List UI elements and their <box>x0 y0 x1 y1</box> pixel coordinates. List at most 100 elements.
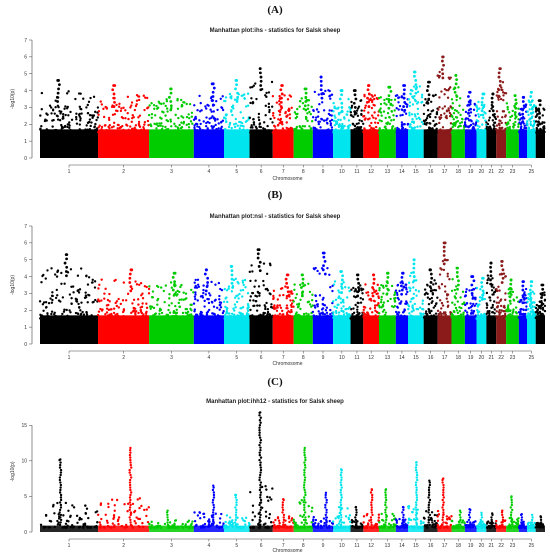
snp-point <box>58 476 62 479</box>
snp-point <box>59 493 63 497</box>
snp-point <box>346 296 349 299</box>
snp-point <box>451 278 454 281</box>
snp-band-chr-20 <box>476 315 487 344</box>
snp-point <box>480 281 484 284</box>
snp-point <box>258 518 261 522</box>
snp-point <box>129 493 132 497</box>
snp-point <box>129 130 132 133</box>
snp-point <box>325 511 328 514</box>
snp-point <box>470 292 474 295</box>
snp-point <box>396 316 399 319</box>
snp-point <box>489 265 492 269</box>
snp-point <box>471 127 474 130</box>
snp-point <box>129 518 132 522</box>
snp-point <box>235 300 239 304</box>
snp-point <box>298 105 301 108</box>
snp-point <box>458 131 462 134</box>
snp-band-chr-16 <box>423 129 438 158</box>
snp-point <box>257 130 261 133</box>
snp-point <box>264 522 267 525</box>
snp-point <box>163 300 166 304</box>
snp-point <box>150 124 153 128</box>
snp-point <box>112 514 116 517</box>
snp-point <box>129 503 132 507</box>
snp-point <box>45 130 49 133</box>
snp-point <box>308 110 311 114</box>
snp-point <box>339 503 343 507</box>
snp-point <box>273 523 276 527</box>
snp-point <box>491 105 495 108</box>
snp-point <box>346 125 350 128</box>
snp-point <box>202 512 205 516</box>
snp-point <box>258 260 262 264</box>
snp-point <box>449 105 452 108</box>
snp-point <box>408 111 411 115</box>
snp-point <box>302 315 306 319</box>
y-tick-label: 1 <box>24 325 27 331</box>
snp-band-chr-16 <box>423 315 438 344</box>
snp-point <box>236 91 239 95</box>
snp-point <box>180 298 183 301</box>
snp-point <box>296 303 299 306</box>
snp-point <box>354 523 358 527</box>
snp-point <box>219 303 222 307</box>
snp-point <box>67 131 70 134</box>
snp-point <box>465 302 469 305</box>
snp-point <box>88 315 91 318</box>
snp-point <box>55 114 59 117</box>
snp-point <box>171 276 175 279</box>
snp-point <box>357 526 361 529</box>
snp-point <box>301 277 305 281</box>
snp-point <box>96 313 100 317</box>
snp-point <box>379 129 382 132</box>
snp-point <box>86 111 90 115</box>
snp-band-chr-13 <box>378 129 396 158</box>
snp-point <box>142 131 145 134</box>
snp-point <box>243 96 246 100</box>
snp-point <box>422 312 425 315</box>
snp-point <box>444 313 447 316</box>
snp-point <box>258 122 262 125</box>
snp-point <box>179 285 182 289</box>
snp-point <box>199 122 202 126</box>
snp-point <box>504 292 507 295</box>
snp-point <box>372 116 375 119</box>
snp-point <box>507 308 510 311</box>
snp-point <box>157 285 160 289</box>
snp-point <box>405 292 408 296</box>
snp-peak-point <box>258 67 262 71</box>
snp-point <box>177 127 180 130</box>
snp-point <box>461 108 465 111</box>
snp-point <box>238 311 241 314</box>
snp-point <box>456 129 459 132</box>
snp-point <box>257 116 260 119</box>
snp-point <box>529 123 533 127</box>
snp-point <box>543 304 547 308</box>
snp-point <box>192 291 195 294</box>
snp-point <box>130 127 134 131</box>
snp-point <box>278 294 281 297</box>
snp-point <box>248 116 252 120</box>
snp-point <box>303 508 306 512</box>
x-tick-label: 21 <box>489 169 495 175</box>
snp-point <box>50 301 54 304</box>
snp-point <box>276 124 280 127</box>
snp-point <box>273 125 277 128</box>
snp-point <box>253 515 257 518</box>
snp-point <box>316 115 320 118</box>
snp-point <box>412 309 415 312</box>
snp-point <box>204 105 207 108</box>
snp-point <box>498 289 501 292</box>
snp-point <box>143 285 147 288</box>
snp-point <box>56 316 60 320</box>
snp-point <box>46 269 49 272</box>
snp-point <box>324 317 327 320</box>
snp-point <box>408 104 411 108</box>
snp-point <box>464 125 468 128</box>
snp-point <box>89 525 92 529</box>
snp-point <box>103 292 106 295</box>
snp-point <box>536 113 539 116</box>
snp-point <box>184 316 188 319</box>
snp-point <box>526 296 530 300</box>
snp-point <box>166 518 170 522</box>
